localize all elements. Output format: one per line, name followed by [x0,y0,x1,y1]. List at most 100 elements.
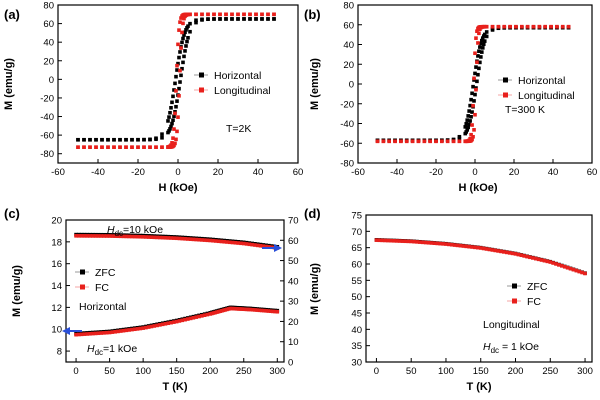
data-point-a [160,132,164,136]
data-point-c [191,237,196,242]
data-point-a [170,141,174,145]
data-point-d [473,245,477,250]
legend-label-d: FC [527,296,541,308]
data-point-d [397,239,402,243]
data-point-a [169,105,173,110]
data-point-b [566,24,571,29]
y-tick-label-a: -60 [40,131,54,142]
data-point-b [381,139,386,144]
data-point-c [255,308,259,312]
data-point-d [444,242,448,246]
data-point-d [542,258,547,263]
data-point-c [253,243,257,247]
data-point-c [255,243,260,248]
y-right-tick-label-c: 50 [288,256,299,267]
data-point-a [88,145,92,149]
data-point-a [167,115,171,119]
legend-marker-c [80,269,85,275]
data-point-b [375,139,380,144]
data-point-a [172,88,176,92]
data-point-d [554,262,558,266]
data-point-d [403,239,408,244]
data-point-c [262,308,266,313]
data-point-c [130,234,134,239]
data-point-b [531,24,536,29]
data-point-c [121,328,126,333]
data-point-c [113,329,117,334]
x-tick-label-d: 150 [473,366,489,377]
data-point-b [422,139,427,144]
data-point-a [260,17,264,21]
data-point-a [76,137,80,142]
data-point-a [254,17,258,21]
data-point-b [520,24,524,29]
data-point-d [406,239,411,244]
data-point-c [264,244,268,249]
data-point-c [225,240,229,244]
data-point-d [429,241,434,245]
data-point-c [149,324,154,329]
data-point-c [79,332,84,337]
data-point-a [166,119,170,123]
data-point-d [458,243,463,248]
left-axis-arrow-icon [62,327,82,335]
data-point-a [178,50,182,54]
data-point-b [481,46,485,50]
data-point-c [163,321,168,326]
x-tick-label-b: -20 [429,167,443,178]
legend-label-c: FC [95,282,109,294]
data-point-d [507,251,512,255]
data-point-a [248,17,252,21]
y-tick-label-a: 80 [43,1,54,12]
data-point-c [166,236,171,240]
data-point-c [158,323,162,327]
data-point-c [96,234,101,238]
legend-marker-d [512,298,517,304]
data-point-a [236,17,240,21]
data-point-c [183,317,187,322]
data-point-a [82,145,86,149]
data-point-b [471,103,475,108]
data-point-d [461,244,466,248]
data-point-a [179,46,183,50]
data-point-c [107,234,112,238]
data-point-d [400,239,405,243]
data-point-d [539,258,544,262]
data-point-c [174,236,179,241]
data-point-b [476,54,480,58]
y-tick-label-b: 40 [343,40,354,51]
y-tick-label-c: 18 [51,237,62,248]
data-point-c [88,234,92,238]
data-point-c [110,330,115,334]
data-point-b [445,139,450,144]
y-tick-label-c: 8 [57,347,62,358]
data-point-b [481,42,486,47]
data-point-c [82,234,87,238]
plot-frame-d [365,214,593,363]
data-point-c [233,240,238,245]
data-point-d [380,238,385,243]
data-point-a [177,55,181,60]
y-tick-label-d: 40 [351,325,362,336]
data-point-c [239,241,243,246]
y-tick-label-d: 75 [351,211,362,222]
data-point-d [505,250,509,255]
x-tick-label-d: 50 [406,366,417,377]
data-point-c [244,242,249,246]
data-point-b [467,122,471,127]
y-right-tick-label-c: 10 [288,337,299,348]
data-point-a [172,114,176,119]
data-point-c [194,315,199,319]
panel-label-a: (a) [4,7,20,22]
data-point-a [181,60,185,65]
data-point-a [130,145,134,149]
data-point-d [435,241,440,246]
data-point-d [470,245,474,249]
data-point-d [545,259,550,264]
data-point-a [171,118,175,123]
data-point-b [457,139,462,144]
data-point-b [470,110,474,114]
data-point-d [490,248,495,252]
x-tick-label-b: 60 [587,167,598,178]
